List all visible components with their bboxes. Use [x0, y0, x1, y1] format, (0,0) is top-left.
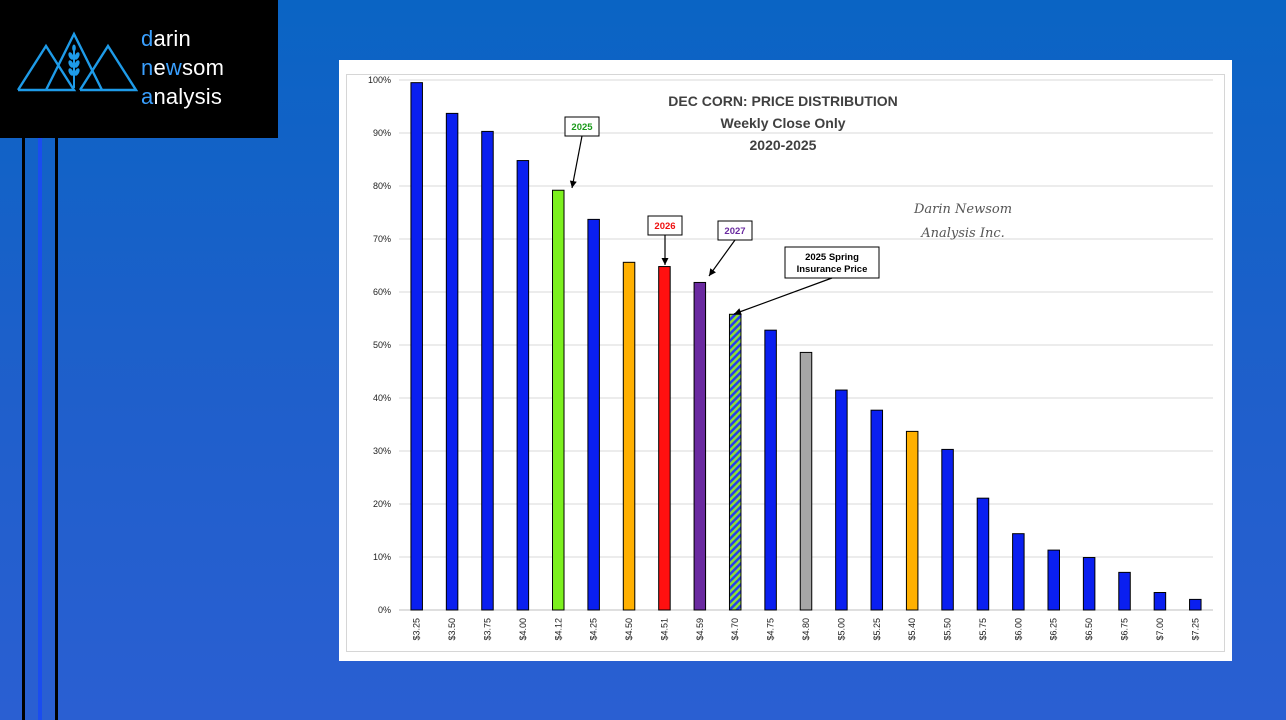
x-tick-label: $4.75 — [766, 618, 776, 641]
y-tick-label: 30% — [373, 446, 391, 456]
x-tick-label: $7.25 — [1190, 618, 1200, 641]
x-tick-label: $6.75 — [1120, 618, 1130, 641]
bar-6-75 — [1118, 571, 1131, 611]
y-tick-label: 90% — [373, 128, 391, 138]
bar-6-25 — [1047, 549, 1060, 611]
callout-text: 2025 Spring — [805, 252, 859, 263]
bar-4-51 — [658, 266, 671, 611]
bar-6-50 — [1082, 557, 1096, 611]
bar-6-00 — [1012, 533, 1025, 611]
callout-arrow — [708, 239, 736, 277]
brand-logo: darin newsom analysis — [0, 0, 278, 138]
x-tick-label: $4.59 — [695, 618, 705, 641]
bar-4-80 — [799, 351, 813, 611]
bar-3-50 — [445, 112, 459, 611]
y-tick-label: 20% — [373, 499, 391, 509]
chart-subtitle: Weekly Close Only — [720, 115, 845, 131]
x-tick-label: $3.25 — [412, 618, 422, 641]
x-tick-label: $4.70 — [730, 618, 740, 641]
callout-arrow — [571, 135, 583, 189]
chart-subtitle-years: 2020-2025 — [750, 137, 817, 153]
callout-2: 2027 — [708, 220, 753, 277]
x-tick-label: $4.80 — [801, 618, 811, 641]
y-tick-label: 60% — [373, 287, 391, 297]
decorative-line-right — [55, 138, 58, 720]
x-tick-label: $5.75 — [978, 618, 988, 641]
bar-5-50 — [941, 448, 954, 611]
callout-arrowhead — [734, 308, 742, 315]
y-tick-label: 70% — [373, 234, 391, 244]
x-tick-label: $3.50 — [447, 618, 457, 641]
callout-arrow — [733, 277, 833, 315]
callout-arrowhead — [569, 180, 577, 188]
x-tick-label: $4.12 — [553, 618, 563, 641]
bar-4-00 — [516, 160, 530, 611]
x-tick-label: $5.50 — [943, 618, 953, 641]
bar-5-40 — [905, 430, 919, 611]
x-tick-label: $4.51 — [659, 618, 669, 641]
brand-line-2-accent: n — [141, 55, 154, 80]
bar-4-75 — [764, 329, 777, 611]
callout-1: 2026 — [647, 215, 683, 265]
callout-text: 2026 — [654, 221, 675, 232]
chart-frame: 0% 10% 20% 30% 40% 50% 60% 70% 80% 90% 100% $3.25 $… — [346, 74, 1225, 652]
callout-arrowhead — [709, 268, 716, 276]
bar-5-25 — [870, 409, 884, 611]
y-tick-label: 100% — [368, 75, 391, 85]
watermark-line-1: Darin Newsom — [913, 202, 1012, 217]
brand-line-3-rest: nalysis — [153, 84, 223, 109]
x-tick-label: $5.25 — [872, 618, 882, 641]
callout-text: Insurance Price — [797, 264, 868, 275]
callout-arrowhead — [661, 258, 669, 265]
decorative-line-left — [22, 138, 25, 720]
callout-0: 2025 — [564, 116, 600, 189]
brand-line-2: newsom — [141, 53, 224, 82]
bar-3-75 — [481, 130, 494, 611]
mountain-wheat-logo-icon — [16, 31, 138, 92]
callout-box — [784, 246, 880, 279]
brand-line-1-accent: d — [141, 26, 154, 51]
x-tick-label: $5.00 — [836, 618, 846, 641]
x-tick-label: $6.50 — [1084, 618, 1094, 641]
brand-wordmark: darin newsom analysis — [141, 24, 224, 111]
brand-line-2-mid: e — [153, 55, 166, 80]
x-tick-label: $3.75 — [482, 618, 492, 641]
x-tick-label: $5.40 — [907, 618, 917, 641]
x-tick-label: $4.50 — [624, 618, 634, 641]
bar-4-12 — [552, 189, 565, 611]
bar-3-25 — [410, 82, 423, 611]
brand-line-3-accent: a — [141, 84, 154, 109]
watermark-line-2: Analysis Inc. — [920, 226, 1005, 241]
bar-5-75 — [976, 497, 990, 611]
brand-line-3: analysis — [141, 82, 224, 111]
decorative-line-blue — [38, 138, 42, 720]
bar-4-70 — [728, 313, 742, 611]
brand-line-2-rest: som — [181, 55, 225, 80]
y-tick-label: 80% — [373, 181, 391, 191]
x-tick-label: $7.00 — [1155, 618, 1165, 641]
bar-7-00 — [1153, 592, 1167, 611]
bar-4-59 — [693, 281, 707, 611]
x-tick-label: $4.25 — [589, 618, 599, 641]
chart-card: 0% 10% 20% 30% 40% 50% 60% 70% 80% 90% 100% $3.25 $… — [339, 60, 1232, 661]
callout-text: 2025 — [571, 122, 593, 133]
bar-7-25 — [1189, 598, 1202, 611]
bar-5-00 — [835, 389, 848, 611]
y-tick-label: 40% — [373, 393, 391, 403]
bar-4-50 — [622, 261, 636, 611]
y-tick-label: 50% — [373, 340, 391, 350]
price-distribution-chart: 0% 10% 20% 30% 40% 50% 60% 70% 80% 90% 100% $3.25 $… — [368, 75, 1213, 641]
brand-line-1-rest: arin — [153, 26, 191, 51]
brand-line-2-accent-2: w — [165, 55, 182, 80]
bar-4-25 — [587, 218, 600, 611]
x-tick-label: $4.00 — [518, 618, 528, 641]
y-tick-label: 10% — [373, 552, 391, 562]
x-tick-label: $6.25 — [1049, 618, 1059, 641]
callout-text: 2027 — [724, 226, 745, 237]
chart-title: DEC CORN: PRICE DISTRIBUTION — [668, 93, 897, 109]
y-tick-label: 0% — [378, 605, 391, 615]
brand-line-1: darin — [141, 24, 224, 53]
x-tick-label: $6.00 — [1013, 618, 1023, 641]
